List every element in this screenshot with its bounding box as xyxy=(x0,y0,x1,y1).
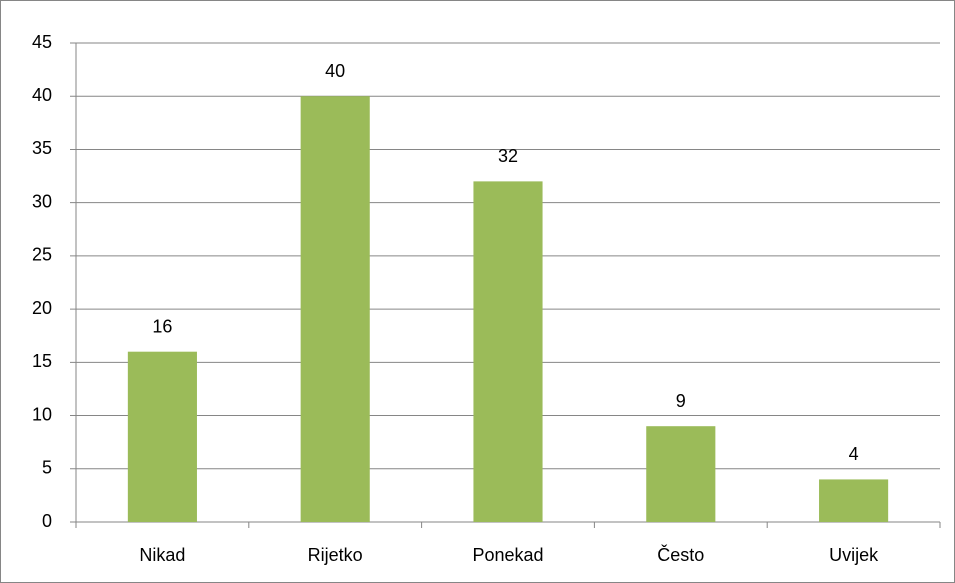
data-label: 32 xyxy=(498,146,518,166)
y-tick-label: 45 xyxy=(32,32,52,52)
bar xyxy=(646,426,716,522)
x-tick-label: Nikad xyxy=(139,545,185,565)
y-tick-label: 35 xyxy=(32,138,52,158)
x-tick-label: Uvijek xyxy=(829,545,879,565)
x-tick-label: Rijetko xyxy=(308,545,363,565)
y-tick-label: 0 xyxy=(42,511,52,531)
data-label: 16 xyxy=(152,316,172,336)
y-tick-label: 15 xyxy=(32,351,52,371)
data-label: 40 xyxy=(325,61,345,81)
y-tick-label: 25 xyxy=(32,245,52,265)
y-tick-label: 10 xyxy=(32,404,52,424)
y-tick-label: 5 xyxy=(42,458,52,478)
y-tick-label: 40 xyxy=(32,85,52,105)
x-tick-label: Ponekad xyxy=(472,545,543,565)
bar xyxy=(819,479,889,522)
bar xyxy=(473,181,543,522)
y-tick-label: 20 xyxy=(32,298,52,318)
y-tick-label: 30 xyxy=(32,191,52,211)
data-label: 4 xyxy=(849,444,859,464)
x-tick-label: Često xyxy=(657,544,704,565)
bar xyxy=(127,351,197,522)
data-label: 9 xyxy=(676,391,686,411)
bar xyxy=(300,96,370,522)
